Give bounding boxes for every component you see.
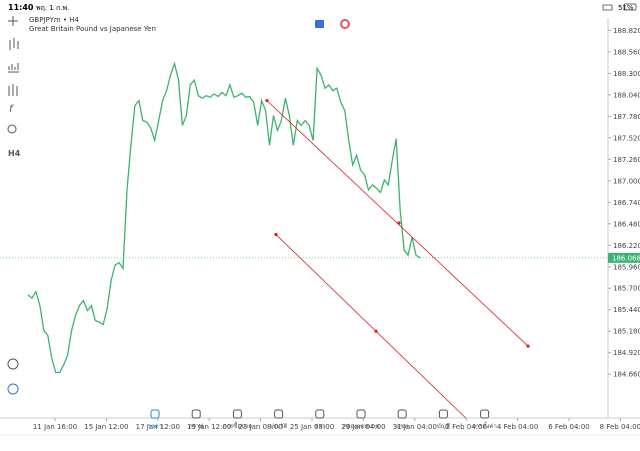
- x-tick-label: 15 Jan 12:00: [84, 423, 128, 431]
- zoom-tool[interactable]: [7, 358, 19, 370]
- y-tick-label: 187.260: [613, 156, 640, 164]
- trade-tool[interactable]: [7, 383, 19, 395]
- y-tick-label: 184.920: [613, 349, 640, 357]
- x-tick-label: 6 Feb 04:00: [548, 423, 589, 431]
- flag-icon: [315, 20, 324, 28]
- left-toolbar: [7, 16, 19, 395]
- nav-label[interactable]: แชท: [396, 423, 408, 430]
- trend-line: [275, 234, 467, 419]
- trend-point: [397, 221, 401, 225]
- status-battery: 51%: [618, 4, 634, 12]
- symbol[interactable]: GBPJPYm • H4: [29, 16, 80, 24]
- nav-icon[interactable]: [150, 409, 160, 419]
- trend-point: [374, 329, 378, 333]
- y-tick-label: 188.300: [613, 70, 640, 78]
- nav-icon[interactable]: [397, 409, 407, 419]
- y-tick-label: 186.740: [613, 199, 640, 207]
- y-tick-label: 184.660: [613, 371, 640, 379]
- nav-icon[interactable]: [191, 409, 201, 419]
- x-tick-label: 11 Jan 16:00: [33, 423, 77, 431]
- x-tick-label: 4 Feb 04:00: [497, 423, 538, 431]
- trend-point: [526, 344, 530, 348]
- nav-icon[interactable]: [480, 409, 490, 419]
- crosshair-tool[interactable]: [8, 16, 18, 26]
- x-tick-label: 19 Jan 12:00: [187, 423, 231, 431]
- y-tick-label: 188.040: [613, 91, 640, 99]
- x-tick-label: 8 Feb 04:00: [600, 423, 640, 431]
- y-tick-label: 186.220: [613, 242, 640, 250]
- x-tick-label: 29 Jan 04:00: [341, 423, 385, 431]
- x-tick-label: 23 Jan 08:00: [238, 423, 282, 431]
- objects-tool[interactable]: [7, 124, 17, 134]
- y-tick-label: 187.000: [613, 177, 640, 185]
- nav-label[interactable]: การตั้งค่า: [472, 420, 496, 430]
- current-price-box: [608, 252, 640, 263]
- timeframe[interactable]: H4: [8, 149, 21, 158]
- y-tick-label: 188.820: [613, 27, 640, 35]
- nav-label[interactable]: การซื้อขาย: [223, 420, 252, 430]
- y-tick-label: 185.700: [613, 285, 640, 293]
- y-tick-label: 187.520: [613, 134, 640, 142]
- nav-label[interactable]: บัญชี: [437, 422, 450, 430]
- battery-icon: [623, 3, 637, 11]
- indicators-tool[interactable]: [8, 84, 18, 96]
- status-date: พฤ. 1 ก.พ.: [36, 4, 69, 12]
- wifi-icon: [602, 4, 613, 11]
- symbol-description: Great Britain Pound vs Japanese Yen: [29, 25, 156, 33]
- x-tick-label: 31 Jan 04:00: [393, 423, 437, 431]
- price-line: [27, 61, 421, 374]
- y-tick-label: 187.780: [613, 113, 640, 121]
- nav-label[interactable]: กราฟ: [189, 423, 203, 430]
- nav-icon[interactable]: [438, 409, 448, 419]
- bars-tool[interactable]: [8, 63, 19, 73]
- candles-tool[interactable]: [9, 38, 19, 50]
- function-tool[interactable]: f: [9, 104, 14, 115]
- x-tick-label: 17 Jan 12:00: [136, 423, 180, 431]
- nav-label[interactable]: ราคา: [148, 423, 162, 430]
- y-tick-label: 185.180: [613, 328, 640, 336]
- trend-point: [274, 232, 278, 237]
- flag-icon: [340, 19, 350, 29]
- nav-icon[interactable]: [274, 409, 284, 419]
- nav-icons: [150, 409, 490, 419]
- nav-label[interactable]: ข่าว: [314, 423, 325, 430]
- current-price-label: 186.068: [612, 254, 640, 262]
- trend-point: [265, 99, 269, 103]
- nav-label[interactable]: ประวัติ: [270, 423, 288, 430]
- nav-icon[interactable]: [356, 409, 366, 419]
- x-tick-label: 25 Jan 08:00: [290, 423, 334, 431]
- nav-icon[interactable]: [232, 409, 242, 419]
- y-tick-label: 185.440: [613, 306, 640, 314]
- nav-icon[interactable]: [315, 409, 325, 419]
- status-time: 11:40: [8, 3, 34, 12]
- y-tick-label: 185.960: [613, 263, 640, 271]
- x-tick-label: 2 Feb 04:00: [445, 423, 486, 431]
- nav-label[interactable]: กล่องจดหมาย: [343, 423, 379, 430]
- y-tick-label: 186.480: [613, 220, 640, 228]
- y-tick-label: 188.560: [613, 48, 640, 56]
